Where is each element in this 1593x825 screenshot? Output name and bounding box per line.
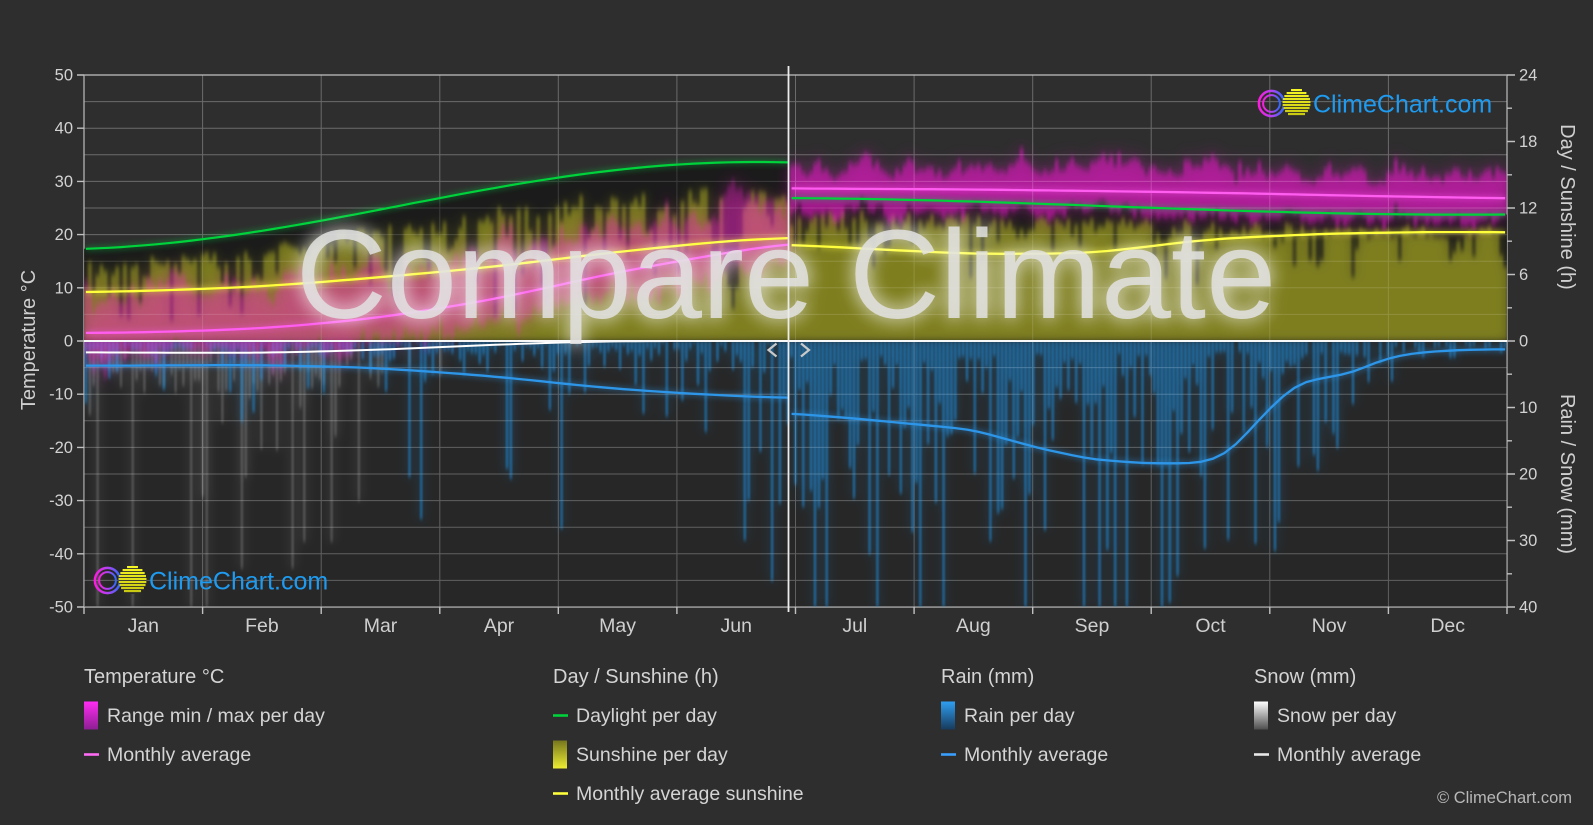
svg-text:0: 0 — [1519, 333, 1528, 351]
svg-text:Monthly average: Monthly average — [964, 744, 1108, 766]
svg-text:Temperature °C: Temperature °C — [84, 666, 224, 688]
svg-text:20: 20 — [55, 226, 73, 244]
svg-text:Day / Sunshine (h): Day / Sunshine (h) — [1556, 124, 1578, 290]
svg-text:Daylight per day: Daylight per day — [576, 705, 717, 727]
svg-text:Rain per day: Rain per day — [964, 705, 1075, 727]
svg-text:Nov: Nov — [1312, 615, 1347, 637]
svg-text:Snow (mm): Snow (mm) — [1254, 666, 1356, 688]
svg-text:Jan: Jan — [128, 615, 159, 637]
svg-text:18: 18 — [1519, 133, 1537, 151]
svg-text:May: May — [599, 615, 636, 637]
svg-text:Sep: Sep — [1075, 615, 1110, 637]
svg-text:30: 30 — [1519, 532, 1537, 550]
svg-text:ClimeChart.com: ClimeChart.com — [1313, 91, 1492, 119]
svg-text:10: 10 — [1519, 399, 1537, 417]
svg-text:30: 30 — [55, 173, 73, 191]
svg-text:Monthly average: Monthly average — [1277, 744, 1421, 766]
svg-text:Monthly average: Monthly average — [107, 744, 251, 766]
svg-text:© ClimeChart.com: © ClimeChart.com — [1437, 789, 1572, 807]
svg-text:Compare Climate: Compare Climate — [296, 204, 1276, 345]
svg-text:-50: -50 — [49, 599, 73, 617]
svg-text:Oct: Oct — [1195, 615, 1226, 637]
svg-text:40: 40 — [1519, 599, 1537, 617]
svg-text:Rain / Snow (mm): Rain / Snow (mm) — [1556, 394, 1578, 554]
svg-text:Monthly average sunshine: Monthly average sunshine — [576, 783, 804, 805]
svg-text:40: 40 — [55, 120, 73, 138]
svg-text:Sunshine per day: Sunshine per day — [576, 744, 728, 766]
svg-text:Jun: Jun — [720, 615, 751, 637]
svg-text:6: 6 — [1519, 266, 1528, 284]
svg-text:Aug: Aug — [956, 615, 991, 637]
svg-text:-20: -20 — [49, 439, 73, 457]
svg-text:-30: -30 — [49, 492, 73, 510]
svg-text:-40: -40 — [49, 545, 73, 563]
svg-text:12: 12 — [1519, 200, 1537, 218]
svg-text:Rain (mm): Rain (mm) — [941, 666, 1034, 688]
svg-text:ClimeChart.com: ClimeChart.com — [149, 568, 328, 596]
svg-text:Snow per day: Snow per day — [1277, 705, 1396, 727]
svg-text:Day / Sunshine (h): Day / Sunshine (h) — [553, 666, 719, 688]
svg-text:Range min / max per day: Range min / max per day — [107, 705, 325, 727]
svg-text:50: 50 — [55, 67, 73, 85]
svg-text:Dec: Dec — [1430, 615, 1465, 637]
svg-text:Feb: Feb — [245, 615, 279, 637]
svg-text:Apr: Apr — [484, 615, 515, 637]
svg-text:24: 24 — [1519, 67, 1537, 85]
svg-text:Mar: Mar — [364, 615, 398, 637]
svg-text:10: 10 — [55, 279, 73, 297]
svg-text:Jul: Jul — [842, 615, 867, 637]
svg-text:20: 20 — [1519, 466, 1537, 484]
svg-text:-10: -10 — [49, 386, 73, 404]
svg-text:Temperature °C: Temperature °C — [18, 270, 40, 410]
svg-text:0: 0 — [64, 333, 73, 351]
